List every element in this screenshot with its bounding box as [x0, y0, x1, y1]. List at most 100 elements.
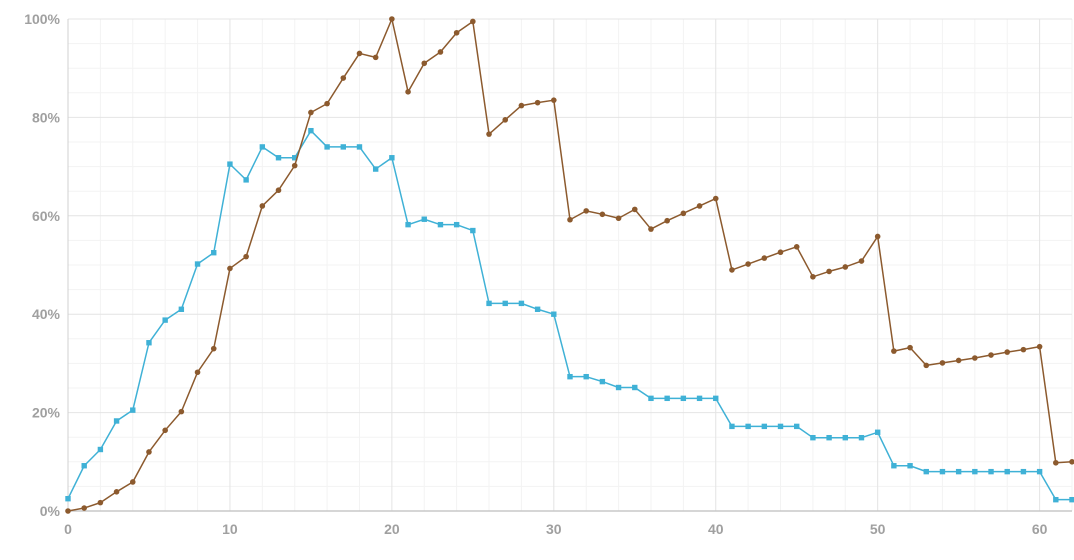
- series-2-point: [113, 489, 120, 495]
- y-tick-label: 100%: [24, 11, 60, 27]
- series-2-point: [874, 233, 881, 240]
- series-1-point: [194, 261, 201, 267]
- series-1-point: [632, 384, 638, 391]
- series-1-point: [696, 395, 703, 402]
- series-2-point: [810, 274, 816, 280]
- series-1-point: [1069, 496, 1074, 503]
- series-2-point: [518, 102, 525, 109]
- series-2-point: [842, 264, 849, 270]
- series-2-point: [664, 217, 670, 224]
- series-2-point: [453, 29, 460, 36]
- series-2-point: [324, 100, 330, 107]
- series-2-point: [712, 195, 719, 202]
- series-2-point: [534, 99, 541, 106]
- series-1-point: [405, 221, 411, 228]
- series-1-point: [372, 166, 379, 172]
- series-1-point: [842, 434, 848, 441]
- series-1-point: [939, 468, 946, 475]
- series-2-point: [826, 268, 832, 275]
- series-2-point: [405, 89, 411, 95]
- series-2-point: [551, 97, 557, 103]
- series-2-point: [97, 499, 104, 506]
- y-tick-label: 60%: [32, 208, 61, 224]
- series-1-point: [518, 300, 525, 307]
- series-2-point: [372, 54, 379, 61]
- series-2-point: [259, 203, 266, 209]
- series-1-point: [130, 407, 136, 413]
- series-1-point: [648, 395, 654, 402]
- series-2-point: [1020, 346, 1027, 353]
- series-1-point: [421, 216, 427, 222]
- series-2-point: [777, 249, 784, 256]
- x-tick-label: 30: [546, 521, 562, 537]
- series-1-point: [308, 127, 314, 134]
- series-2-point: [470, 18, 476, 25]
- x-tick-label: 10: [222, 521, 238, 537]
- series-1-point: [275, 155, 282, 161]
- series-2-point: [1004, 349, 1011, 355]
- series-2-point: [988, 352, 994, 358]
- series-2-point: [308, 109, 314, 116]
- series-2-point: [1069, 459, 1074, 465]
- series-2-point: [1036, 343, 1043, 350]
- y-tick-label: 80%: [32, 109, 61, 125]
- series-1-point: [1020, 468, 1027, 475]
- series-1-point: [340, 144, 346, 150]
- series-1-point: [907, 463, 913, 469]
- series-2-point: [162, 427, 168, 434]
- series-2-point: [65, 508, 71, 514]
- series-2-point: [502, 117, 509, 123]
- series-1-point: [81, 463, 87, 469]
- series-2-point: [146, 449, 152, 455]
- series-1-point: [389, 155, 395, 161]
- series-1-point: [745, 423, 751, 430]
- series-1-point: [453, 221, 460, 228]
- series-1-point: [324, 144, 330, 150]
- minor-gridlines: [68, 19, 1073, 511]
- series-1-point: [534, 306, 541, 312]
- series-2-point: [243, 253, 249, 260]
- series-1-point: [567, 373, 573, 380]
- series-1-point: [777, 423, 784, 430]
- series-2-point: [955, 357, 962, 364]
- series-1-point: [794, 423, 800, 430]
- series-1-point: [955, 468, 962, 475]
- series-1-point: [486, 300, 492, 307]
- x-tick-label: 40: [708, 521, 724, 537]
- series-1-point: [826, 434, 832, 441]
- series-2-point: [923, 362, 930, 369]
- series-1-point: [761, 423, 768, 430]
- series-1-point: [1053, 496, 1059, 503]
- series-1-point: [178, 306, 185, 312]
- series-2-point: [194, 369, 201, 376]
- y-tick-label: 20%: [32, 405, 61, 421]
- series-2-point: [81, 505, 87, 511]
- series-2-point: [972, 355, 978, 361]
- series-1-point: [664, 395, 670, 402]
- series-2: [65, 16, 1074, 514]
- series-2-point: [583, 208, 589, 214]
- series-1-point: [437, 221, 444, 228]
- series-1-point: [259, 144, 266, 150]
- series-1-point: [583, 373, 589, 380]
- series-1-point: [1004, 468, 1010, 475]
- y-tick-label: 0%: [40, 503, 61, 519]
- x-tick-label: 0: [64, 521, 72, 537]
- series-2-point: [696, 203, 703, 209]
- series-1-point: [292, 155, 298, 161]
- series-1-point: [502, 300, 508, 307]
- series-2-point: [567, 216, 573, 223]
- series-2-point: [437, 49, 444, 55]
- series-1-line: [67, 129, 1072, 501]
- series-2-point: [227, 265, 233, 272]
- series-1-point: [923, 468, 929, 475]
- series-2-point: [389, 16, 395, 22]
- series-2-point: [939, 360, 946, 366]
- series-2-point: [631, 206, 638, 213]
- series-2-point: [129, 479, 136, 485]
- series-1-point: [713, 395, 719, 402]
- x-axis-tick-labels: 0 10 20 30 40 50 60: [64, 521, 1048, 537]
- series-1-point: [470, 227, 476, 234]
- series-2-point: [761, 255, 768, 261]
